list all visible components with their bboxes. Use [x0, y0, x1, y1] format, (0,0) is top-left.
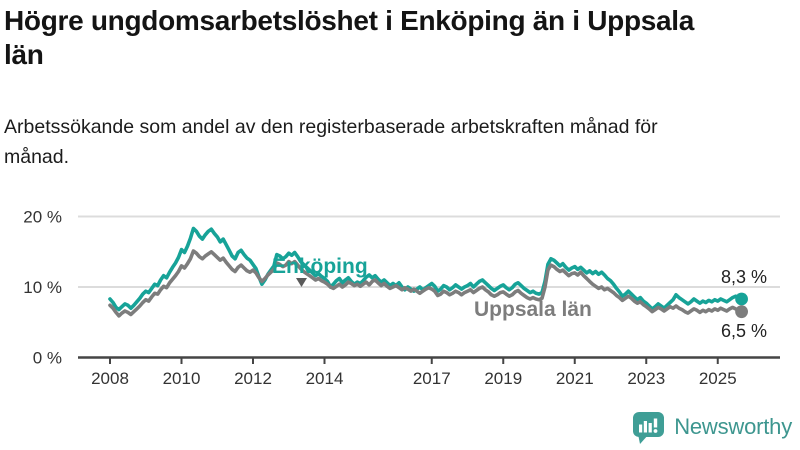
y-axis-tick-label: 20 % — [23, 208, 62, 227]
x-axis-tick-label: 2008 — [91, 369, 129, 388]
series-label-enkoping: Enköping — [272, 255, 368, 278]
x-axis-tick-label: 2019 — [484, 369, 522, 388]
page-title: Högre ungdomsarbetslöshet i Enköping än … — [4, 5, 695, 71]
y-axis-tick-label: 10 % — [23, 278, 62, 297]
end-dot-uppsala-län — [735, 305, 748, 319]
end-value-uppsala: 6,5 % — [721, 321, 767, 341]
newsworthy-logo-text: Newsworthy — [674, 414, 792, 439]
x-axis-tick-label: 2021 — [556, 369, 594, 388]
line-chart: 0 % 10 % 20 % 2008 2010 2012 2014 2017 2019 2021 2… — [23, 208, 780, 388]
x-axis-tick-label: 2012 — [234, 369, 272, 388]
series-line-uppsala-län — [108, 249, 744, 318]
x-axis-tick-label: 2010 — [163, 369, 201, 388]
x-axis-tick-label: 2023 — [627, 369, 665, 388]
y-axis-tick-label: 0 % — [33, 349, 62, 368]
series-line-enköping — [108, 226, 744, 312]
enkoping-pointer-icon — [296, 278, 307, 287]
x-axis-tick-label: 2017 — [413, 369, 451, 388]
newsworthy-logo[interactable]: Newsworthy — [630, 409, 792, 445]
x-axis-tick-label: 2025 — [699, 369, 737, 388]
bar-chart-speech-bubble-icon — [633, 412, 665, 444]
x-axis-tick-label: 2014 — [306, 369, 344, 388]
chart-subtitle: Arbetssökande som andel av den registerb… — [4, 116, 658, 169]
end-dot-enköping — [735, 292, 748, 306]
chart-area: 0 % 10 % 20 % 2008 2010 2012 2014 2017 2019 2021 2… — [0, 195, 800, 402]
end-value-enkoping: 8,3 % — [721, 267, 767, 287]
series-label-uppsala: Uppsala län — [474, 298, 592, 321]
